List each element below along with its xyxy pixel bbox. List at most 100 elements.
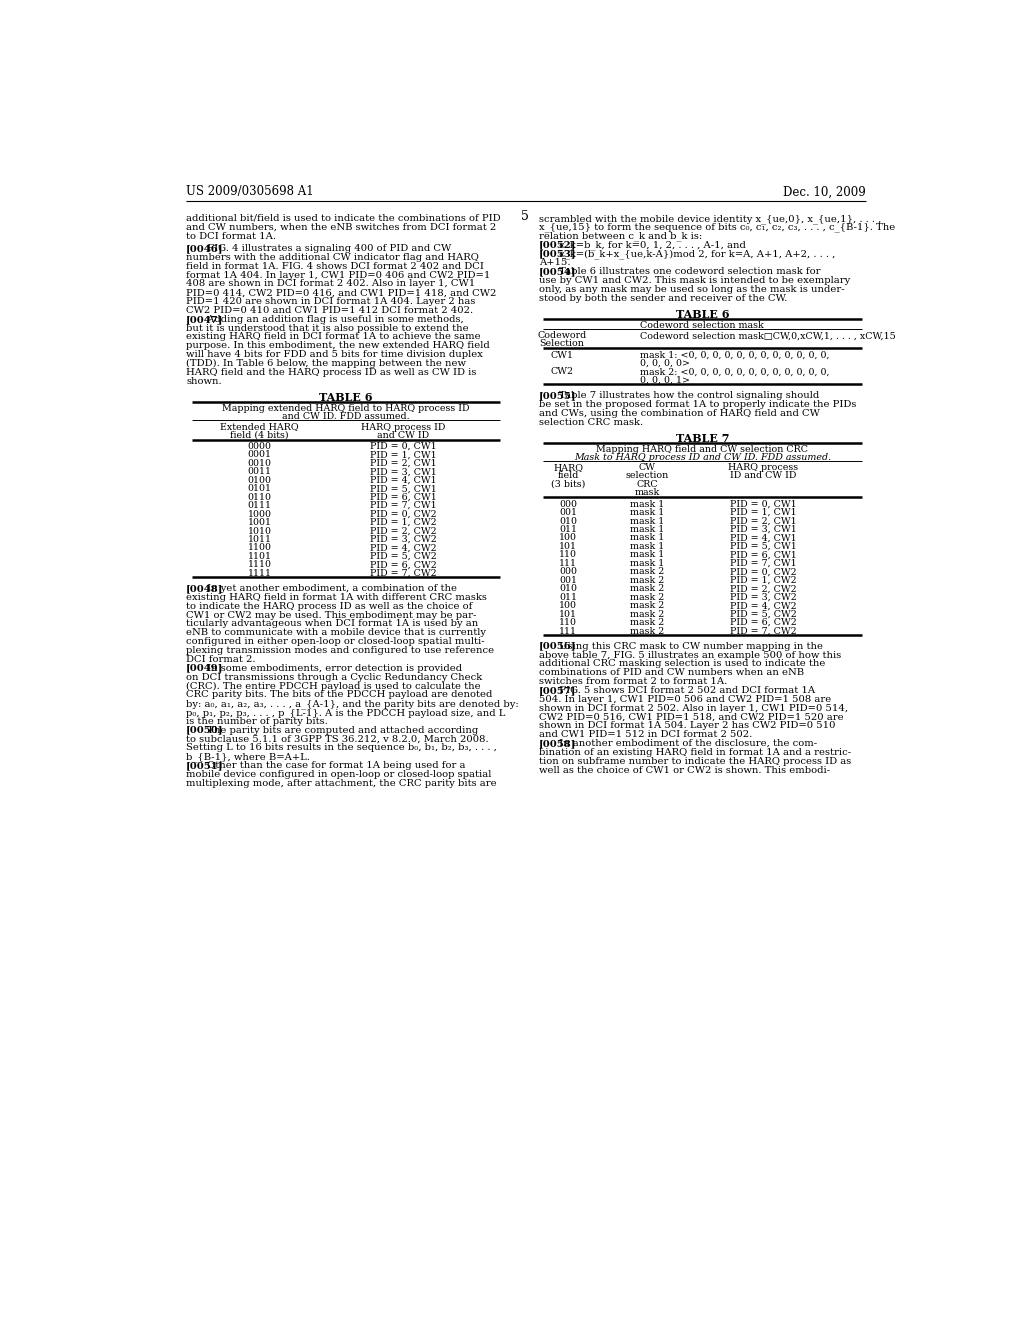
- Text: ID and CW ID: ID and CW ID: [730, 471, 797, 480]
- Text: mask 1: mask 1: [630, 516, 665, 525]
- Text: c_k=b_k, for k=0, 1, 2, . . . , A-1, and: c_k=b_k, for k=0, 1, 2, . . . , A-1, and: [556, 240, 746, 249]
- Text: Setting L to 16 bits results in the sequence b₀, b₁, b₂, b₃, . . . ,: Setting L to 16 bits results in the sequ…: [186, 743, 497, 752]
- Text: 1011: 1011: [248, 535, 271, 544]
- Text: CW2 PID=0 516, CW1 PID=1 518, and CW2 PID=1 520 are: CW2 PID=0 516, CW1 PID=1 518, and CW2 PI…: [539, 713, 844, 722]
- Text: 110: 110: [559, 550, 578, 560]
- Text: PID = 0, CW1: PID = 0, CW1: [370, 442, 436, 451]
- Text: additional CRC masking selection is used to indicate the: additional CRC masking selection is used…: [539, 660, 825, 668]
- Text: 111: 111: [559, 558, 578, 568]
- Text: The parity bits are computed and attached according: The parity bits are computed and attache…: [204, 726, 478, 735]
- Text: 0101: 0101: [248, 484, 271, 494]
- Text: [0058]: [0058]: [539, 739, 577, 748]
- Text: bination of an existing HARQ field in format 1A and a restric-: bination of an existing HARQ field in fo…: [539, 748, 851, 756]
- Text: PID = 6, CW2: PID = 6, CW2: [730, 618, 797, 627]
- Text: Adding an addition flag is useful in some methods,: Adding an addition flag is useful in som…: [204, 314, 463, 323]
- Text: 408 are shown in DCI format 2 402. Also in layer 1, CW1: 408 are shown in DCI format 2 402. Also …: [186, 280, 475, 288]
- Text: 011: 011: [559, 525, 578, 535]
- Text: [0047]: [0047]: [186, 314, 223, 323]
- Text: [0050]: [0050]: [186, 726, 223, 735]
- Text: mask 1: mask 1: [630, 550, 665, 560]
- Text: stood by both the sender and receiver of the CW.: stood by both the sender and receiver of…: [539, 293, 787, 302]
- Text: PID = 2, CW2: PID = 2, CW2: [730, 585, 797, 593]
- Text: mask 2: mask 2: [630, 627, 665, 636]
- Text: is the number of parity bits.: is the number of parity bits.: [186, 717, 328, 726]
- Text: CW1 or CW2 may be used. This embodiment may be par-: CW1 or CW2 may be used. This embodiment …: [186, 611, 476, 619]
- Text: PID = 7, CW1: PID = 7, CW1: [730, 558, 797, 568]
- Text: 0000: 0000: [248, 442, 271, 451]
- Text: shown in DCI format 2 502. Also in layer 1, CW1 PID=0 514,: shown in DCI format 2 502. Also in layer…: [539, 704, 848, 713]
- Text: 010: 010: [559, 516, 578, 525]
- Text: [0057]: [0057]: [539, 686, 577, 696]
- Text: [0052]: [0052]: [539, 240, 577, 249]
- Text: In yet another embodiment, a combination of the: In yet another embodiment, a combination…: [204, 583, 457, 593]
- Text: field (4 bits): field (4 bits): [230, 430, 289, 440]
- Text: Codeword: Codeword: [538, 331, 587, 341]
- Text: Mapping HARQ field and CW selection CRC: Mapping HARQ field and CW selection CRC: [596, 445, 808, 454]
- Text: ticularly advantageous when DCI format 1A is used by an: ticularly advantageous when DCI format 1…: [186, 619, 478, 628]
- Text: 110: 110: [559, 618, 578, 627]
- Text: PID = 4, CW2: PID = 4, CW2: [730, 601, 797, 610]
- Text: relation between c_k and b_k is:: relation between c_k and b_k is:: [539, 231, 702, 242]
- Text: tion on subframe number to indicate the HARQ process ID as: tion on subframe number to indicate the …: [539, 756, 851, 766]
- Text: 1111: 1111: [248, 569, 271, 578]
- Text: In some embodiments, error detection is provided: In some embodiments, error detection is …: [204, 664, 462, 673]
- Text: PID = 1, CW2: PID = 1, CW2: [370, 517, 436, 527]
- Text: [0053]: [0053]: [539, 249, 577, 259]
- Text: well as the choice of CW1 or CW2 is shown. This embodi-: well as the choice of CW1 or CW2 is show…: [539, 766, 829, 775]
- Text: [0054]: [0054]: [539, 267, 577, 276]
- Text: 001: 001: [559, 576, 578, 585]
- Text: PID = 7, CW1: PID = 7, CW1: [370, 502, 436, 510]
- Text: Mask to HARQ process ID and CW ID. FDD assumed.: Mask to HARQ process ID and CW ID. FDD a…: [573, 453, 830, 462]
- Text: DCI format 2.: DCI format 2.: [186, 655, 256, 664]
- Text: Mapping extended HARQ field to HARQ process ID: Mapping extended HARQ field to HARQ proc…: [222, 404, 470, 413]
- Text: 111: 111: [559, 627, 578, 636]
- Text: and CWs, using the combination of HARQ field and CW: and CWs, using the combination of HARQ f…: [539, 409, 819, 417]
- Text: Using this CRC mask to CW number mapping in the: Using this CRC mask to CW number mapping…: [556, 642, 823, 651]
- Text: x_{ue,15} to form the sequence of bits c₀, c₁, c₂, c₃, . . . , c_{B-1}. The: x_{ue,15} to form the sequence of bits c…: [539, 223, 895, 232]
- Text: PID = 1, CW1: PID = 1, CW1: [730, 508, 797, 517]
- Text: PID=1 420 are shown in DCI format 1A 404. Layer 2 has: PID=1 420 are shown in DCI format 1A 404…: [186, 297, 475, 306]
- Text: 0010: 0010: [248, 459, 271, 467]
- Text: be set in the proposed format 1A to properly indicate the PIDs: be set in the proposed format 1A to prop…: [539, 400, 856, 409]
- Text: 0, 0, 0, 0>: 0, 0, 0, 0>: [640, 359, 689, 367]
- Text: mask 1: mask 1: [630, 543, 665, 550]
- Text: PID = 0, CW1: PID = 0, CW1: [730, 499, 797, 508]
- Text: PID = 5, CW1: PID = 5, CW1: [730, 543, 797, 550]
- Text: TABLE 6: TABLE 6: [676, 309, 729, 319]
- Text: [0055]: [0055]: [539, 391, 577, 400]
- Text: numbers with the additional CW indicator flag and HARQ: numbers with the additional CW indicator…: [186, 253, 479, 261]
- Text: TABLE 7: TABLE 7: [676, 433, 729, 444]
- Text: only, as any mask may be used so long as the mask is under-: only, as any mask may be used so long as…: [539, 285, 845, 293]
- Text: PID = 7, CW2: PID = 7, CW2: [730, 627, 797, 636]
- Text: PID = 2, CW2: PID = 2, CW2: [370, 527, 436, 536]
- Text: selection CRC mask.: selection CRC mask.: [539, 417, 643, 426]
- Text: mask 2: mask 2: [630, 601, 665, 610]
- Text: [0051]: [0051]: [186, 762, 223, 770]
- Text: TABLE 6: TABLE 6: [319, 392, 373, 403]
- Text: A+15.: A+15.: [539, 259, 570, 267]
- Text: 1101: 1101: [248, 552, 271, 561]
- Text: 010: 010: [559, 585, 578, 593]
- Text: PID = 0, CW2: PID = 0, CW2: [370, 510, 436, 519]
- Text: selection: selection: [626, 471, 669, 480]
- Text: PID=0 414, CW2 PID=0 416, and CW1 PID=1 418, and CW2: PID=0 414, CW2 PID=0 416, and CW1 PID=1 …: [186, 288, 497, 297]
- Text: PID = 2, CW1: PID = 2, CW1: [370, 459, 436, 467]
- Text: to indicate the HARQ process ID as well as the choice of: to indicate the HARQ process ID as well …: [186, 602, 472, 611]
- Text: eNB to communicate with a mobile device that is currently: eNB to communicate with a mobile device …: [186, 628, 486, 638]
- Text: Selection: Selection: [540, 339, 585, 348]
- Text: [0049]: [0049]: [186, 664, 223, 673]
- Text: purpose. In this embodiment, the new extended HARQ field: purpose. In this embodiment, the new ext…: [186, 342, 489, 350]
- Text: c_k=(b_k+x_{ue,k-A})mod 2, for k=A, A+1, A+2, . . . ,: c_k=(b_k+x_{ue,k-A})mod 2, for k=A, A+1,…: [556, 249, 836, 259]
- Text: PID = 6, CW1: PID = 6, CW1: [370, 492, 436, 502]
- Text: FIG. 5 shows DCI format 2 502 and DCI format 1A: FIG. 5 shows DCI format 2 502 and DCI fo…: [556, 686, 815, 696]
- Text: PID = 4, CW1: PID = 4, CW1: [370, 475, 436, 484]
- Text: CRC: CRC: [637, 479, 658, 488]
- Text: 0100: 0100: [248, 475, 271, 484]
- Text: [0046]: [0046]: [186, 244, 223, 253]
- Text: PID = 7, CW2: PID = 7, CW2: [370, 569, 436, 578]
- Text: 1000: 1000: [248, 510, 271, 519]
- Text: (CRC). The entire PDCCH payload is used to calculate the: (CRC). The entire PDCCH payload is used …: [186, 681, 480, 690]
- Text: PID = 3, CW1: PID = 3, CW1: [370, 467, 436, 477]
- Text: mask 2: mask 2: [630, 593, 665, 602]
- Text: mask 2: mask 2: [630, 618, 665, 627]
